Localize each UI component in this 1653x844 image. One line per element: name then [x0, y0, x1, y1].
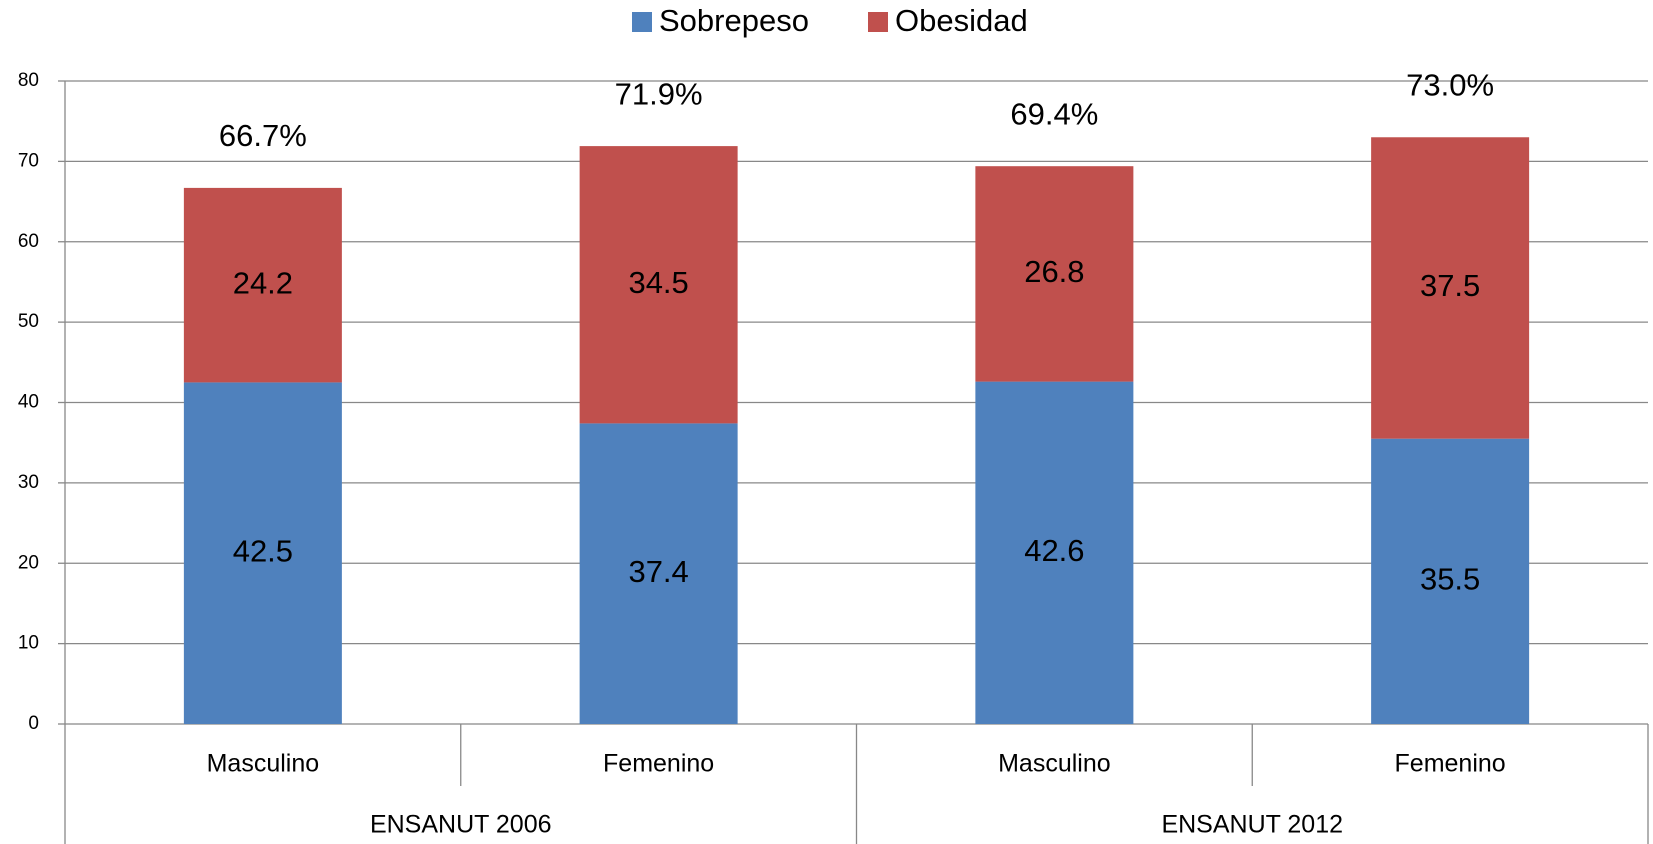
data-label: 42.6: [1024, 533, 1084, 568]
total-label: 69.4%: [1010, 96, 1098, 131]
data-label: 34.5: [628, 265, 688, 300]
data-label: 24.2: [233, 265, 293, 300]
bar-segment: [183, 187, 342, 383]
x-tick-label: Masculino: [998, 750, 1111, 778]
x-tick-label: Femenino: [603, 750, 714, 778]
y-tick-label: 60: [18, 231, 39, 252]
y-tick-label: 20: [18, 552, 39, 573]
bar-segment: [579, 423, 738, 724]
y-tick-label: 70: [18, 150, 39, 171]
data-label: 35.5: [1420, 562, 1480, 597]
group-label: ENSANUT 2012: [1161, 811, 1343, 839]
total-label: 73.0%: [1406, 67, 1494, 102]
y-tick-label: 0: [28, 713, 39, 734]
y-tick-label: 80: [18, 70, 39, 91]
bar-segment: [975, 381, 1134, 724]
legend-label: Obesidad: [895, 3, 1028, 38]
data-label: 42.5: [233, 533, 293, 568]
data-label: 37.5: [1420, 268, 1480, 303]
bar-segment: [579, 146, 738, 424]
y-tick-label: 40: [18, 392, 39, 413]
x-tick-label: Femenino: [1395, 750, 1506, 778]
bar-segment: [1371, 137, 1530, 439]
legend-swatch: [632, 12, 652, 32]
total-label: 66.7%: [219, 118, 307, 153]
data-label: 37.4: [628, 554, 688, 589]
x-tick-label: Masculino: [207, 750, 320, 778]
bar-segment: [1371, 438, 1530, 724]
legend-label: Sobrepeso: [659, 3, 809, 38]
y-tick-label: 30: [18, 472, 39, 493]
bar-segment: [183, 382, 342, 724]
y-tick-label: 10: [18, 633, 39, 654]
total-label: 71.9%: [615, 76, 703, 111]
bar-segment: [975, 166, 1134, 382]
y-tick-label: 50: [18, 311, 39, 332]
legend-swatch: [868, 12, 888, 32]
data-label: 26.8: [1024, 254, 1084, 289]
group-label: ENSANUT 2006: [370, 811, 552, 839]
